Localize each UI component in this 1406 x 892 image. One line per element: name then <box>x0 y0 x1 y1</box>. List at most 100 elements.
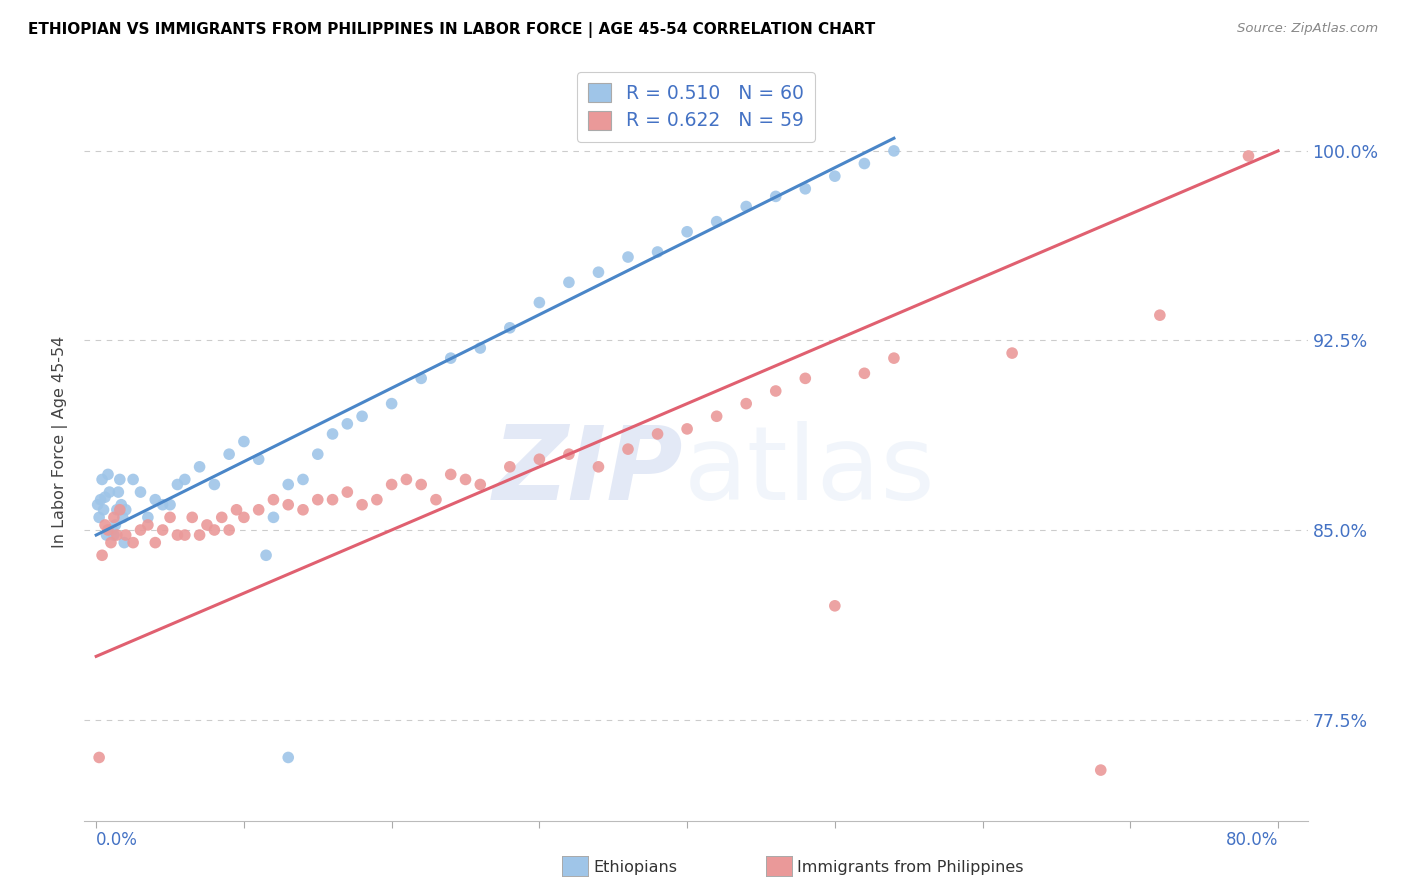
Point <box>529 295 551 310</box>
Text: 0.0%: 0.0% <box>96 830 138 849</box>
Text: Immigrants from Philippines: Immigrants from Philippines <box>797 860 1024 874</box>
Point <box>136 510 159 524</box>
Point <box>499 320 522 334</box>
Point <box>1149 308 1171 322</box>
Point <box>381 396 404 410</box>
Point <box>411 477 433 491</box>
Point <box>173 472 195 486</box>
Point <box>395 472 418 486</box>
Point <box>470 341 492 355</box>
Text: 0.0%: 0.0% <box>703 858 745 876</box>
Point <box>202 523 225 537</box>
Point <box>824 169 846 183</box>
Point <box>143 492 166 507</box>
Point <box>617 442 640 456</box>
Point <box>152 523 174 537</box>
Point <box>322 492 344 507</box>
Point <box>706 214 728 228</box>
Point <box>735 396 758 410</box>
Point <box>218 447 240 461</box>
Text: atlas: atlas <box>683 421 935 523</box>
Point <box>735 199 758 213</box>
Point <box>188 459 211 474</box>
Point <box>411 371 433 385</box>
Point <box>105 502 128 516</box>
Point <box>97 467 120 482</box>
Point <box>454 472 477 486</box>
Point <box>108 502 131 516</box>
Point <box>100 523 122 537</box>
Point <box>91 472 114 486</box>
Point <box>159 498 181 512</box>
Text: Ethiopians: Ethiopians <box>593 860 678 874</box>
Point <box>706 409 728 424</box>
Point <box>676 422 699 436</box>
Point <box>1237 149 1260 163</box>
Point <box>110 498 132 512</box>
Point <box>352 498 374 512</box>
Point <box>91 548 114 562</box>
Text: Source: ZipAtlas.com: Source: ZipAtlas.com <box>1237 22 1378 36</box>
Point <box>1090 763 1112 777</box>
Point <box>96 528 118 542</box>
Point <box>366 492 388 507</box>
Text: ETHIOPIAN VS IMMIGRANTS FROM PHILIPPINES IN LABOR FORCE | AGE 45-54 CORRELATION : ETHIOPIAN VS IMMIGRANTS FROM PHILIPPINES… <box>28 22 876 38</box>
Point <box>103 528 125 542</box>
Point <box>765 384 787 398</box>
Point <box>101 523 124 537</box>
Point <box>292 472 315 486</box>
Point <box>440 351 463 365</box>
Point <box>470 477 492 491</box>
Point <box>232 434 254 449</box>
Point <box>425 492 447 507</box>
Point <box>129 485 152 500</box>
Point <box>499 459 522 474</box>
Text: 80.0%: 80.0% <box>1226 830 1278 849</box>
Point <box>883 144 905 158</box>
Point <box>166 528 188 542</box>
Point <box>122 472 145 486</box>
Point <box>108 472 131 486</box>
Point <box>159 510 181 524</box>
Point <box>89 510 111 524</box>
Point <box>103 510 125 524</box>
Point <box>853 366 876 380</box>
Point <box>104 517 127 532</box>
Point <box>94 517 117 532</box>
Point <box>90 492 112 507</box>
Point <box>277 750 299 764</box>
Point <box>94 490 117 504</box>
Point <box>558 275 581 289</box>
Point <box>232 510 254 524</box>
Point <box>794 371 817 385</box>
Point <box>883 351 905 365</box>
Point <box>647 244 669 259</box>
Point <box>322 426 344 441</box>
Point <box>794 182 817 196</box>
Point <box>136 517 159 532</box>
Text: ZIP: ZIP <box>494 421 683 523</box>
Point <box>307 447 329 461</box>
Point <box>188 528 211 542</box>
Point <box>211 510 233 524</box>
Point <box>588 265 610 279</box>
Point <box>254 548 277 562</box>
Point <box>98 485 121 500</box>
Point <box>277 477 299 491</box>
Point <box>247 502 270 516</box>
Point <box>336 417 359 431</box>
Point <box>122 535 145 549</box>
Point <box>166 477 188 491</box>
Point <box>336 485 359 500</box>
Point <box>89 750 111 764</box>
Point <box>824 599 846 613</box>
Point <box>218 523 240 537</box>
Point <box>97 523 120 537</box>
Point <box>105 528 128 542</box>
Point <box>588 459 610 474</box>
Point <box>853 156 876 170</box>
Point <box>765 189 787 203</box>
Y-axis label: In Labor Force | Age 45-54: In Labor Force | Age 45-54 <box>52 335 69 548</box>
Point <box>93 502 115 516</box>
Point <box>112 535 135 549</box>
